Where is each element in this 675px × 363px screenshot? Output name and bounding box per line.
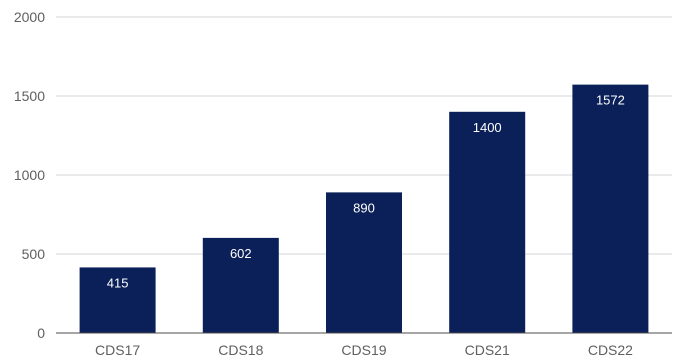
x-tick-label: CDS19 (341, 342, 386, 358)
y-tick-label: 1500 (14, 88, 45, 104)
data-label: 415 (107, 275, 129, 290)
x-axis-tick-labels: CDS17 CDS18 CDS19 CDS21 CDS22 (95, 342, 633, 358)
y-tick-label: 2000 (14, 9, 45, 25)
x-tick-label: CDS17 (95, 342, 140, 358)
data-label: 890 (353, 200, 375, 215)
y-tick-label: 500 (22, 246, 46, 262)
y-tick-label: 0 (37, 325, 45, 341)
y-tick-label: 1000 (14, 167, 45, 183)
data-label: 1572 (596, 93, 625, 108)
x-tick-label: CDS21 (465, 342, 510, 358)
bar-cds22 (572, 84, 649, 334)
x-tick-label: CDS22 (588, 342, 633, 358)
bar-cds21 (449, 111, 526, 333)
y-axis-tick-labels: 0 500 1000 1500 2000 (14, 9, 45, 341)
data-label: 602 (230, 246, 252, 261)
bars (79, 84, 649, 334)
x-tick-label: CDS18 (218, 342, 263, 358)
bar-cds19 (326, 192, 402, 333)
data-labels: 415 602 890 1400 1572 (107, 93, 625, 291)
data-label: 1400 (473, 120, 502, 135)
bar-cds18 (202, 237, 279, 333)
bar-cds17 (79, 267, 156, 333)
